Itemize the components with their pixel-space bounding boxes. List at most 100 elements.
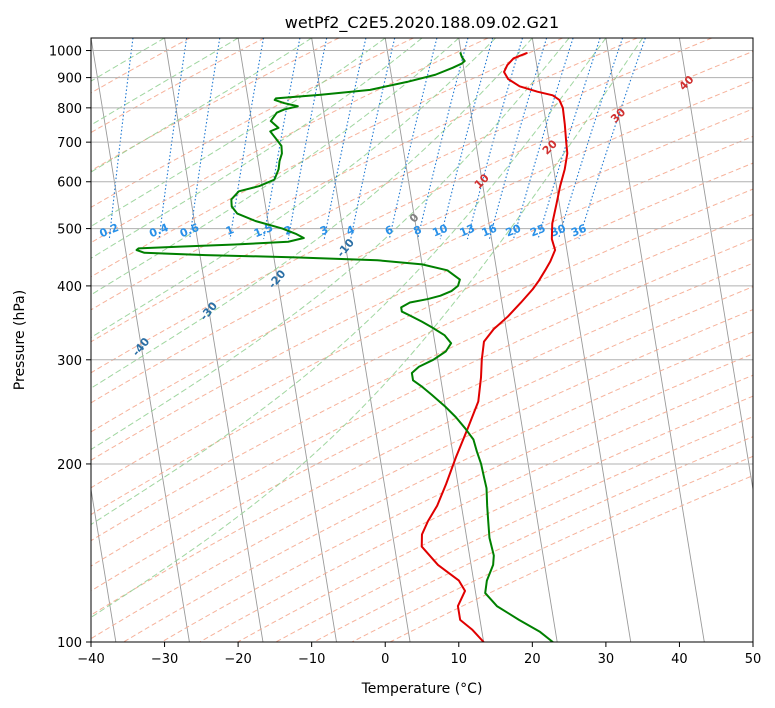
isotherm-line (384, 38, 485, 642)
moist-adiabat-line (91, 38, 496, 339)
mixing-ratio-line (287, 38, 328, 240)
dry-adiabat-lines (91, 38, 753, 642)
moist-adiabat-line (91, 38, 607, 526)
x-tick-label: −30 (151, 652, 178, 667)
mixing-ratio-label: 6 (383, 223, 395, 238)
mixing-ratio-label: 0.2 (98, 221, 121, 240)
mixing-ratio-label: 25 (528, 222, 547, 240)
x-tick-label: 50 (745, 652, 762, 667)
dry-adiabat-line (91, 262, 753, 592)
dry-adiabat-line (313, 436, 753, 642)
isotherm-line (164, 38, 264, 642)
y-tick-label: 1000 (49, 45, 82, 60)
y-tick-label: 700 (57, 136, 82, 151)
isotherm-lines (91, 38, 753, 642)
mixing-ratio-label: 10 (431, 222, 450, 240)
dry-adiabat-line (91, 238, 753, 567)
isotherm-zero-label: 0 (407, 211, 422, 226)
mixing-ratio-line (439, 38, 494, 240)
mixing-ratio-line (488, 38, 548, 240)
y-tick-label: 900 (57, 72, 82, 87)
mixing-ratio-line (263, 38, 301, 240)
dry-adiabat-line (389, 475, 753, 642)
mixing-ratio-line (229, 38, 265, 240)
moist-adiabat-line (91, 38, 239, 126)
dry-adiabat-line (91, 79, 753, 404)
dry-adiabat-line (91, 50, 753, 374)
dry-adiabat-label: -60 (0, 421, 20, 445)
y-tick-label: 100 (57, 636, 82, 651)
temperature-profile-line (420, 52, 569, 642)
x-tick-label: 30 (598, 652, 615, 667)
dry-adiabat-line (91, 213, 753, 542)
isotherm-line (458, 38, 558, 642)
dry-adiabat-line (91, 286, 753, 616)
dry-adiabat-line (91, 38, 414, 208)
mixing-ratio-label: 3 (318, 223, 330, 238)
dry-adiabat-line (91, 162, 753, 489)
moist-adiabat-line (91, 38, 533, 389)
mixing-ratio-line (417, 38, 469, 240)
mixing-ratio-label: 0.6 (178, 221, 201, 240)
dry-adiabat-line (91, 108, 753, 433)
mixing-ratio-line (466, 38, 523, 240)
moist-adiabat-line (91, 38, 570, 451)
plot-frame (90, 37, 754, 643)
mixing-ratio-line (158, 38, 188, 240)
mixing-ratio-label: 36 (569, 222, 588, 240)
isotherm-line (679, 38, 753, 493)
dry-adiabat-line (91, 309, 753, 640)
isotherm-line (752, 38, 753, 41)
mixing-ratio-line (388, 38, 438, 240)
mixing-ratio-line (189, 38, 221, 240)
moist-adiabat-line (91, 38, 386, 227)
dry-adiabat-line (91, 38, 713, 343)
mixing-ratio-label: 1 (224, 223, 236, 238)
y-axis-label: Pressure (hPa) (12, 290, 28, 390)
isotherm-line (237, 38, 337, 642)
x-axis-label: Temperature (°C) (361, 681, 483, 697)
dry-adiabat-line (91, 38, 190, 94)
dry-adiabat-label: -10 (334, 236, 357, 260)
mixing-ratio-lines (108, 38, 646, 240)
dry-adiabat-line (351, 455, 753, 642)
mixing-ratio-line (350, 38, 396, 240)
moist-adiabat-label: 30 (608, 105, 628, 125)
mixing-ratio-label: 16 (480, 222, 499, 240)
y-tick-label: 500 (57, 223, 82, 238)
dry-adiabat-label: -50 (63, 376, 86, 400)
moist-adiabat-line (91, 38, 165, 82)
mixing-ratio-label: 0.4 (147, 221, 170, 240)
mixing-ratio-line (323, 38, 367, 240)
mixing-ratio-label: 30 (549, 222, 568, 240)
isotherm-line (91, 486, 117, 642)
mixing-ratio-line (578, 38, 646, 240)
x-tick-label: −20 (224, 652, 251, 667)
dry-adiabat-line (91, 38, 563, 278)
moist-adiabat-line (91, 38, 644, 618)
moist-adiabat-label: 10 (472, 171, 492, 191)
y-axis: 1000 900 800 700 600 500 400 300 200 100 (49, 45, 91, 651)
sounding-profiles (135, 52, 569, 642)
y-tick-label: 600 (57, 176, 82, 191)
mixing-ratio-label: 13 (458, 222, 477, 240)
mixing-ratio-label: 8 (412, 223, 424, 238)
mixing-ratio-label: 20 (504, 222, 523, 240)
dewpoint-profile-line (135, 52, 554, 642)
x-axis: −40 −30 −20 −10 0 10 20 30 40 50 (77, 642, 761, 667)
x-tick-label: −10 (298, 652, 325, 667)
moist-adiabat-line (91, 38, 312, 173)
dry-adiabat-label: -20 (266, 267, 289, 291)
chart-title: wetPf2_C2E5.2020.188.09.02.G21 (285, 13, 559, 33)
dry-adiabat-line (91, 38, 638, 311)
moist-adiabat-lines (91, 38, 644, 618)
dry-adiabat-line (91, 38, 340, 172)
mixing-ratio-line (512, 38, 574, 240)
dry-adiabat-line (199, 374, 753, 642)
x-tick-label: 40 (671, 652, 688, 667)
x-tick-label: 0 (381, 652, 389, 667)
dry-adiabat-line (91, 188, 753, 516)
y-tick-label: 800 (57, 102, 82, 117)
x-tick-label: 10 (451, 652, 468, 667)
